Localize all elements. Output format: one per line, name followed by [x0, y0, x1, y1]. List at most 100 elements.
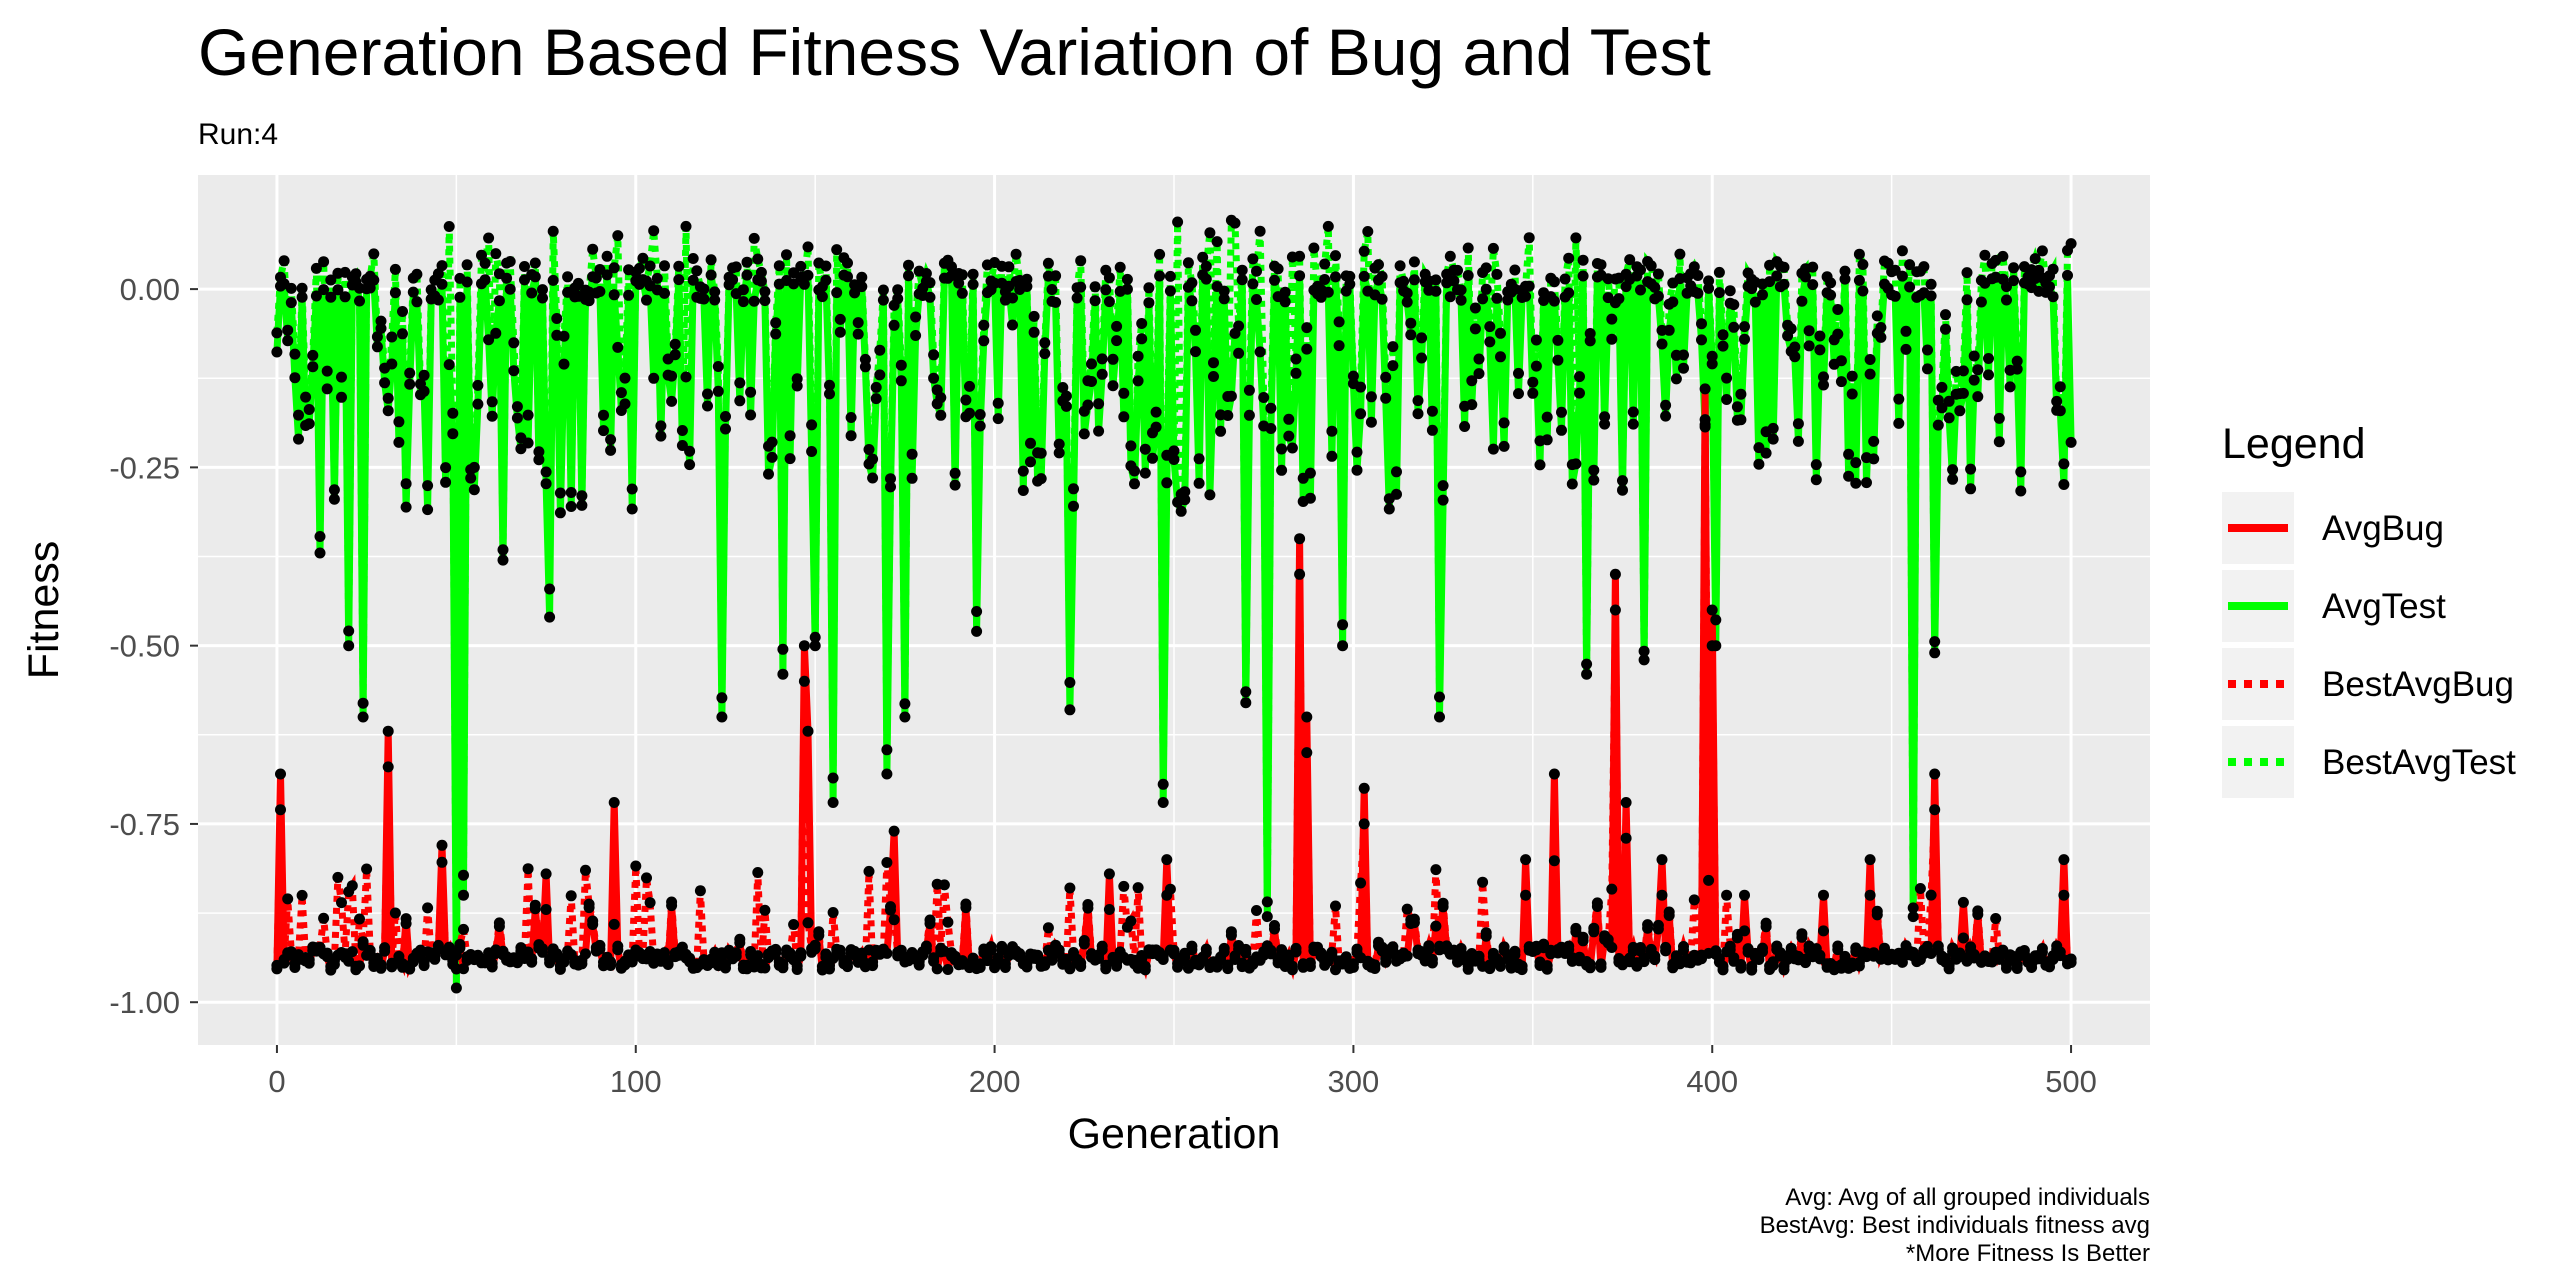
- point-avgtest: [641, 294, 652, 306]
- point-bestavgtest: [418, 369, 430, 381]
- point-avgtest: [1563, 287, 1575, 299]
- point-bestavgtest: [1046, 284, 1058, 295]
- point-avgtest: [1265, 423, 1277, 434]
- point-avgtest: [2058, 479, 2070, 490]
- point-avgtest: [1240, 697, 1252, 709]
- point-bestavgtest: [633, 262, 645, 274]
- point-bestavgbug: [730, 947, 742, 959]
- point-bestavgbug: [1387, 941, 1399, 953]
- point-bestavgtest: [504, 256, 516, 267]
- point-bestavgbug: [1839, 950, 1851, 962]
- point-bestavgbug: [1118, 880, 1130, 892]
- point-bestavgtest: [1179, 486, 1191, 498]
- point-bestavgtest: [608, 262, 620, 274]
- point-bestavgbug: [1635, 942, 1646, 953]
- point-bestavgtest: [723, 271, 735, 283]
- point-avgtest: [1111, 335, 1123, 347]
- point-bestavgtest: [1620, 268, 1632, 280]
- point-bestavgbug: [357, 936, 369, 948]
- point-avgtest: [1071, 292, 1083, 304]
- point-bestavgtest: [325, 274, 337, 286]
- point-avgtest: [1387, 360, 1399, 372]
- point-bestavgbug: [583, 898, 595, 910]
- point-avgtest: [411, 296, 423, 308]
- point-bestavgbug: [382, 761, 394, 773]
- point-bestavgbug: [1602, 934, 1614, 945]
- caption-line-3: *More Fitness Is Better: [1906, 1240, 2150, 1267]
- point-bestavgbug: [321, 947, 333, 959]
- point-bestavgbug: [856, 947, 868, 959]
- point-avgtest: [1129, 478, 1140, 490]
- caption-line-2: BestAvg: Best individuals fitness avg: [1760, 1212, 2150, 1239]
- point-bestavgtest: [511, 401, 523, 413]
- point-avgtest: [1853, 274, 1865, 286]
- point-bestavgbug: [1139, 960, 1151, 972]
- point-bestavgtest: [379, 362, 391, 374]
- point-bestavgtest: [1703, 275, 1715, 287]
- point-bestavgtest: [493, 268, 505, 280]
- point-avgtest: [1078, 428, 1090, 440]
- point-bestavgbug: [1229, 950, 1241, 962]
- point-bestavgtest: [641, 275, 652, 287]
- point-avgtest: [1835, 376, 1847, 388]
- point-bestavgtest: [1803, 325, 1815, 337]
- point-bestavgtest: [680, 220, 692, 232]
- point-bestavgtest: [935, 392, 947, 404]
- point-bestavgtest: [1017, 465, 1029, 477]
- point-bestavgbug: [379, 942, 391, 954]
- point-bestavgtest: [2004, 364, 2016, 376]
- point-bestavgbug: [605, 956, 617, 968]
- point-avgtest: [1692, 287, 1704, 299]
- point-avgtest: [422, 504, 434, 516]
- point-bestavgtest: [737, 284, 749, 296]
- point-bestavgtest: [1412, 395, 1424, 407]
- point-bestavgtest: [791, 373, 803, 385]
- point-bestavgbug: [400, 918, 412, 930]
- point-bestavgtest: [1835, 355, 1847, 367]
- point-bestavgtest: [1301, 322, 1313, 334]
- x-tick-label: 500: [2045, 1064, 2097, 1099]
- point-bestavgbug: [1462, 960, 1474, 972]
- point-bestavgbug: [1853, 957, 1865, 968]
- point-bestavgtest: [318, 256, 330, 268]
- point-bestavgbug: [694, 885, 706, 897]
- point-bestavgtest: [1172, 216, 1184, 228]
- point-avgtest: [702, 400, 713, 412]
- point-bestavgtest: [1667, 277, 1679, 289]
- point-bestavgtest: [587, 243, 599, 255]
- point-avgtest: [949, 479, 961, 491]
- point-bestavgtest: [1947, 464, 1959, 476]
- point-avgtest: [1678, 362, 1689, 374]
- point-avgtest: [1710, 640, 1722, 652]
- point-avgtest: [1243, 409, 1255, 421]
- point-bestavgtest: [1380, 371, 1392, 383]
- point-bestavgtest: [1150, 406, 1162, 418]
- point-avgtest: [716, 711, 728, 723]
- point-bestavgbug: [644, 897, 656, 909]
- point-bestavgtest: [1993, 412, 2005, 424]
- point-bestavgtest: [2015, 466, 2027, 478]
- point-bestavgtest: [583, 286, 595, 298]
- point-avgtest: [1635, 284, 1646, 296]
- point-avgtest: [1825, 289, 1837, 301]
- point-bestavgtest: [271, 327, 283, 339]
- point-bestavgtest: [1078, 405, 1090, 417]
- point-bestavgbug: [1042, 922, 1054, 934]
- point-bestavgtest: [1692, 270, 1704, 281]
- point-avgtest: [906, 472, 918, 484]
- point-avgtest: [508, 365, 520, 377]
- point-bestavgtest: [590, 272, 602, 284]
- point-bestavgtest: [1010, 248, 1022, 260]
- point-bestavgtest: [436, 260, 448, 272]
- point-bestavgbug: [1652, 919, 1664, 931]
- point-bestavgtest: [863, 444, 875, 455]
- point-avgtest: [544, 611, 556, 623]
- point-bestavgtest: [1330, 250, 1341, 262]
- point-bestavgtest: [1416, 332, 1428, 344]
- point-avgtest: [1767, 433, 1779, 445]
- point-avgtest: [1864, 368, 1876, 380]
- point-bestavgbug: [1911, 952, 1923, 964]
- point-bestavgbug: [1746, 961, 1758, 972]
- point-avgtest: [354, 295, 365, 307]
- point-bestavgbug: [1351, 943, 1363, 955]
